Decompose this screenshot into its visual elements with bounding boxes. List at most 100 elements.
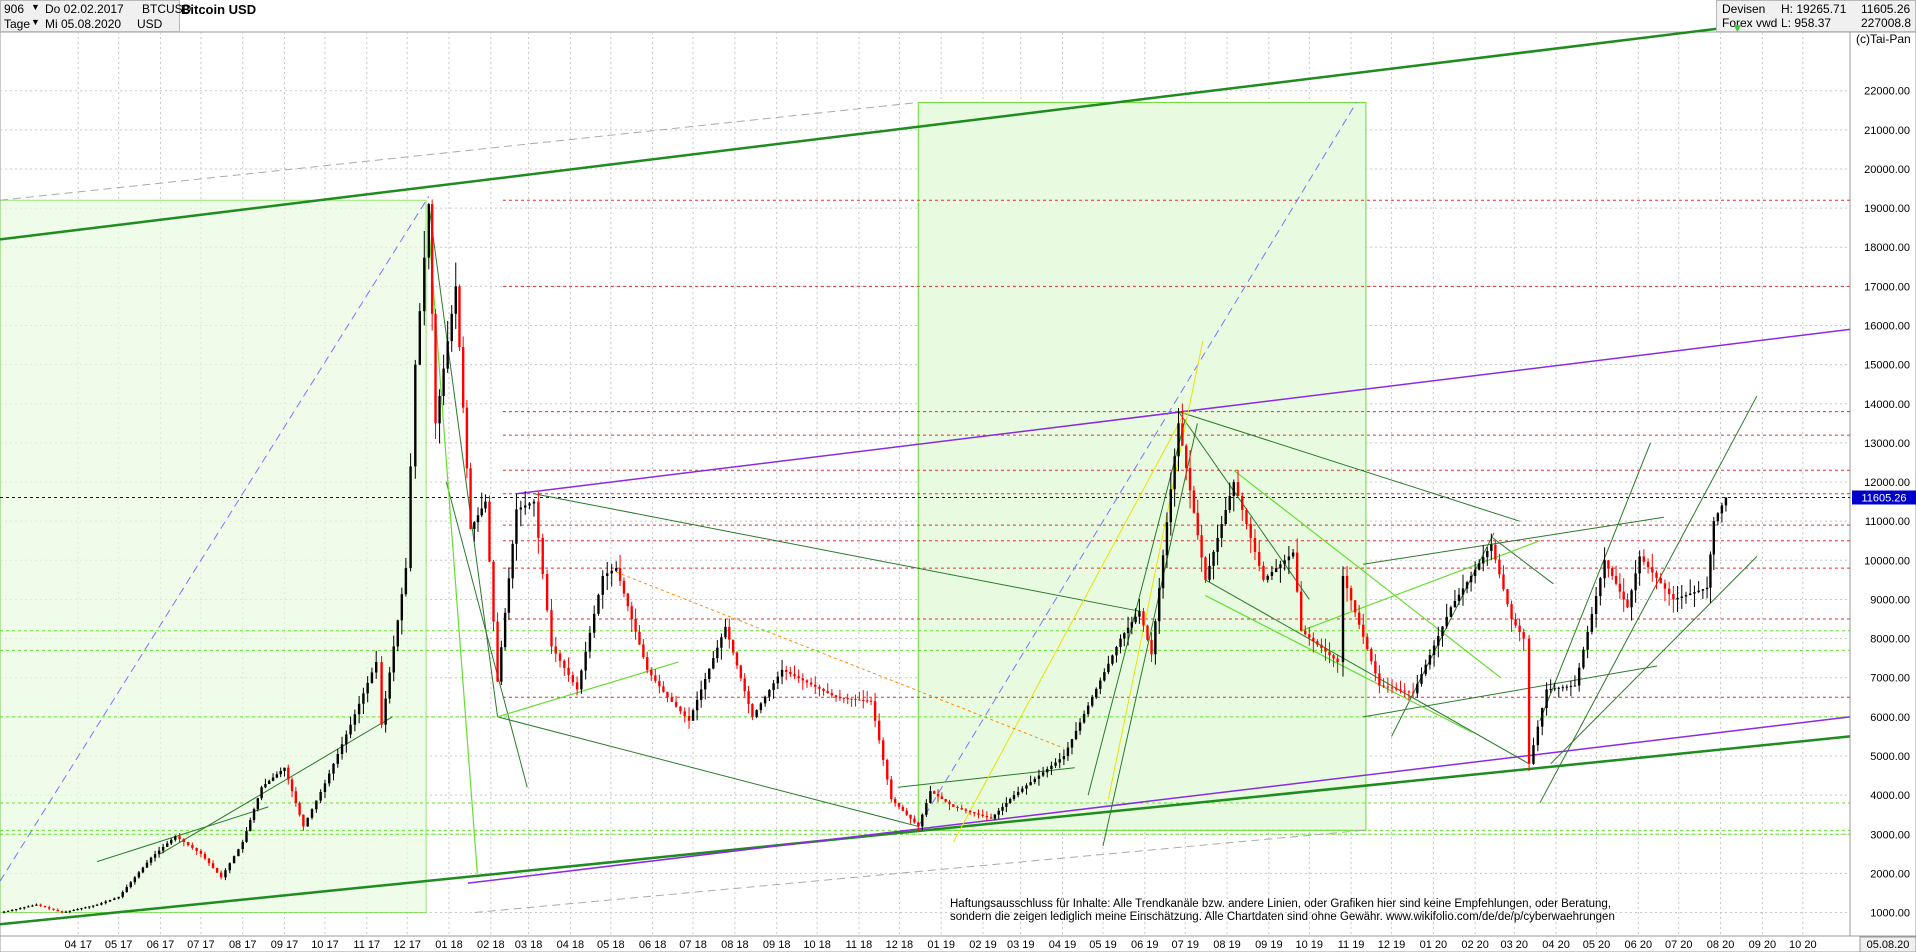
candle — [1634, 573, 1637, 591]
candle — [52, 908, 55, 910]
candle — [1041, 772, 1045, 776]
market: Devisen — [1722, 2, 1766, 16]
green-zone — [917, 101, 1367, 831]
candle — [1577, 667, 1581, 686]
source: Forex vwd — [1722, 16, 1778, 30]
candle — [532, 501, 536, 504]
candle — [1025, 785, 1028, 789]
candle — [1336, 658, 1339, 663]
candle — [125, 887, 128, 892]
candle — [133, 877, 137, 883]
candle — [1086, 705, 1090, 715]
candle — [1033, 778, 1036, 783]
candle — [936, 793, 940, 797]
candle — [901, 806, 905, 811]
candle — [1618, 583, 1622, 592]
candle — [731, 639, 735, 653]
candle — [287, 767, 290, 780]
x-tick-label: 01 18 — [435, 939, 463, 951]
x-tick-label: 06 17 — [147, 939, 175, 951]
candle — [1684, 595, 1688, 597]
symbol-count[interactable]: 906 — [4, 2, 25, 16]
candle — [1328, 651, 1331, 656]
candle — [1107, 663, 1110, 673]
x-tick-label: 08 18 — [721, 939, 749, 951]
candle — [1709, 554, 1712, 588]
candle — [1626, 599, 1629, 608]
candle — [584, 651, 587, 671]
x-tick-label: 02 18 — [477, 939, 505, 951]
candle — [865, 700, 869, 702]
candle — [219, 872, 223, 878]
x-tick-label: 03 20 — [1500, 939, 1528, 951]
candle — [960, 808, 963, 810]
candle — [245, 831, 248, 843]
candle — [712, 658, 715, 669]
candle — [60, 911, 64, 913]
candle — [545, 574, 549, 611]
candle — [515, 509, 518, 544]
candle — [743, 678, 746, 692]
candle — [1502, 574, 1505, 590]
candle — [454, 286, 457, 314]
candle — [537, 501, 540, 538]
x-tick-label: 10 20 — [1789, 939, 1817, 951]
candle — [554, 646, 557, 654]
x-tick-label: 10 17 — [311, 939, 339, 951]
candle — [108, 899, 112, 902]
candle — [469, 468, 472, 530]
candle — [658, 680, 661, 687]
candle — [1382, 685, 1385, 687]
candle — [1607, 560, 1610, 569]
candle — [256, 798, 260, 810]
candle — [1518, 625, 1521, 633]
candle — [588, 632, 592, 652]
candle — [567, 667, 570, 676]
candle — [925, 802, 928, 815]
candle — [1173, 456, 1176, 490]
candle — [1522, 632, 1525, 639]
candle — [1693, 592, 1696, 594]
candle — [195, 847, 198, 851]
candle — [638, 631, 641, 645]
candle — [1374, 661, 1377, 674]
candle — [1642, 556, 1646, 562]
yellow-line — [1107, 341, 1204, 800]
candle — [805, 680, 809, 683]
candle — [905, 810, 908, 815]
candle — [271, 777, 275, 781]
candle — [64, 911, 68, 913]
x-tick-label: 04 19 — [1049, 939, 1077, 951]
candle — [1362, 624, 1365, 637]
y-tick-label: 9000.00 — [1870, 594, 1910, 606]
x-tick-label: 08 19 — [1213, 939, 1241, 951]
interval-selector[interactable]: Tage — [4, 17, 31, 31]
candle — [1494, 544, 1497, 560]
dropdown-icon[interactable]: ▼ — [31, 17, 40, 27]
candle — [747, 691, 750, 704]
candle — [550, 610, 553, 647]
candle — [1720, 505, 1724, 514]
candle — [178, 836, 181, 840]
header-left-panel: 906 ▼ Do 02.02.2017 Tage ▼ Mi 05.08.2020… — [0, 0, 191, 32]
candle — [1074, 730, 1078, 740]
candle — [511, 543, 514, 579]
candle — [846, 698, 849, 700]
candle — [1432, 645, 1436, 656]
candle — [801, 678, 805, 681]
disclaimer-line-2: sondern die zeigen lediglich meine Einsc… — [950, 911, 1615, 923]
trendline — [497, 716, 919, 827]
candle — [842, 697, 845, 699]
candle — [622, 580, 626, 594]
y-tick-label: 21000.00 — [1864, 125, 1910, 137]
x-tick-label: 07 19 — [1171, 939, 1199, 951]
candle — [1345, 575, 1349, 589]
dropdown-icon[interactable]: ▼ — [31, 2, 40, 12]
trendline — [1539, 395, 1758, 804]
trendline — [96, 806, 269, 863]
candle — [881, 740, 885, 760]
candle — [630, 606, 633, 620]
candle — [252, 809, 256, 821]
candle — [735, 652, 739, 666]
